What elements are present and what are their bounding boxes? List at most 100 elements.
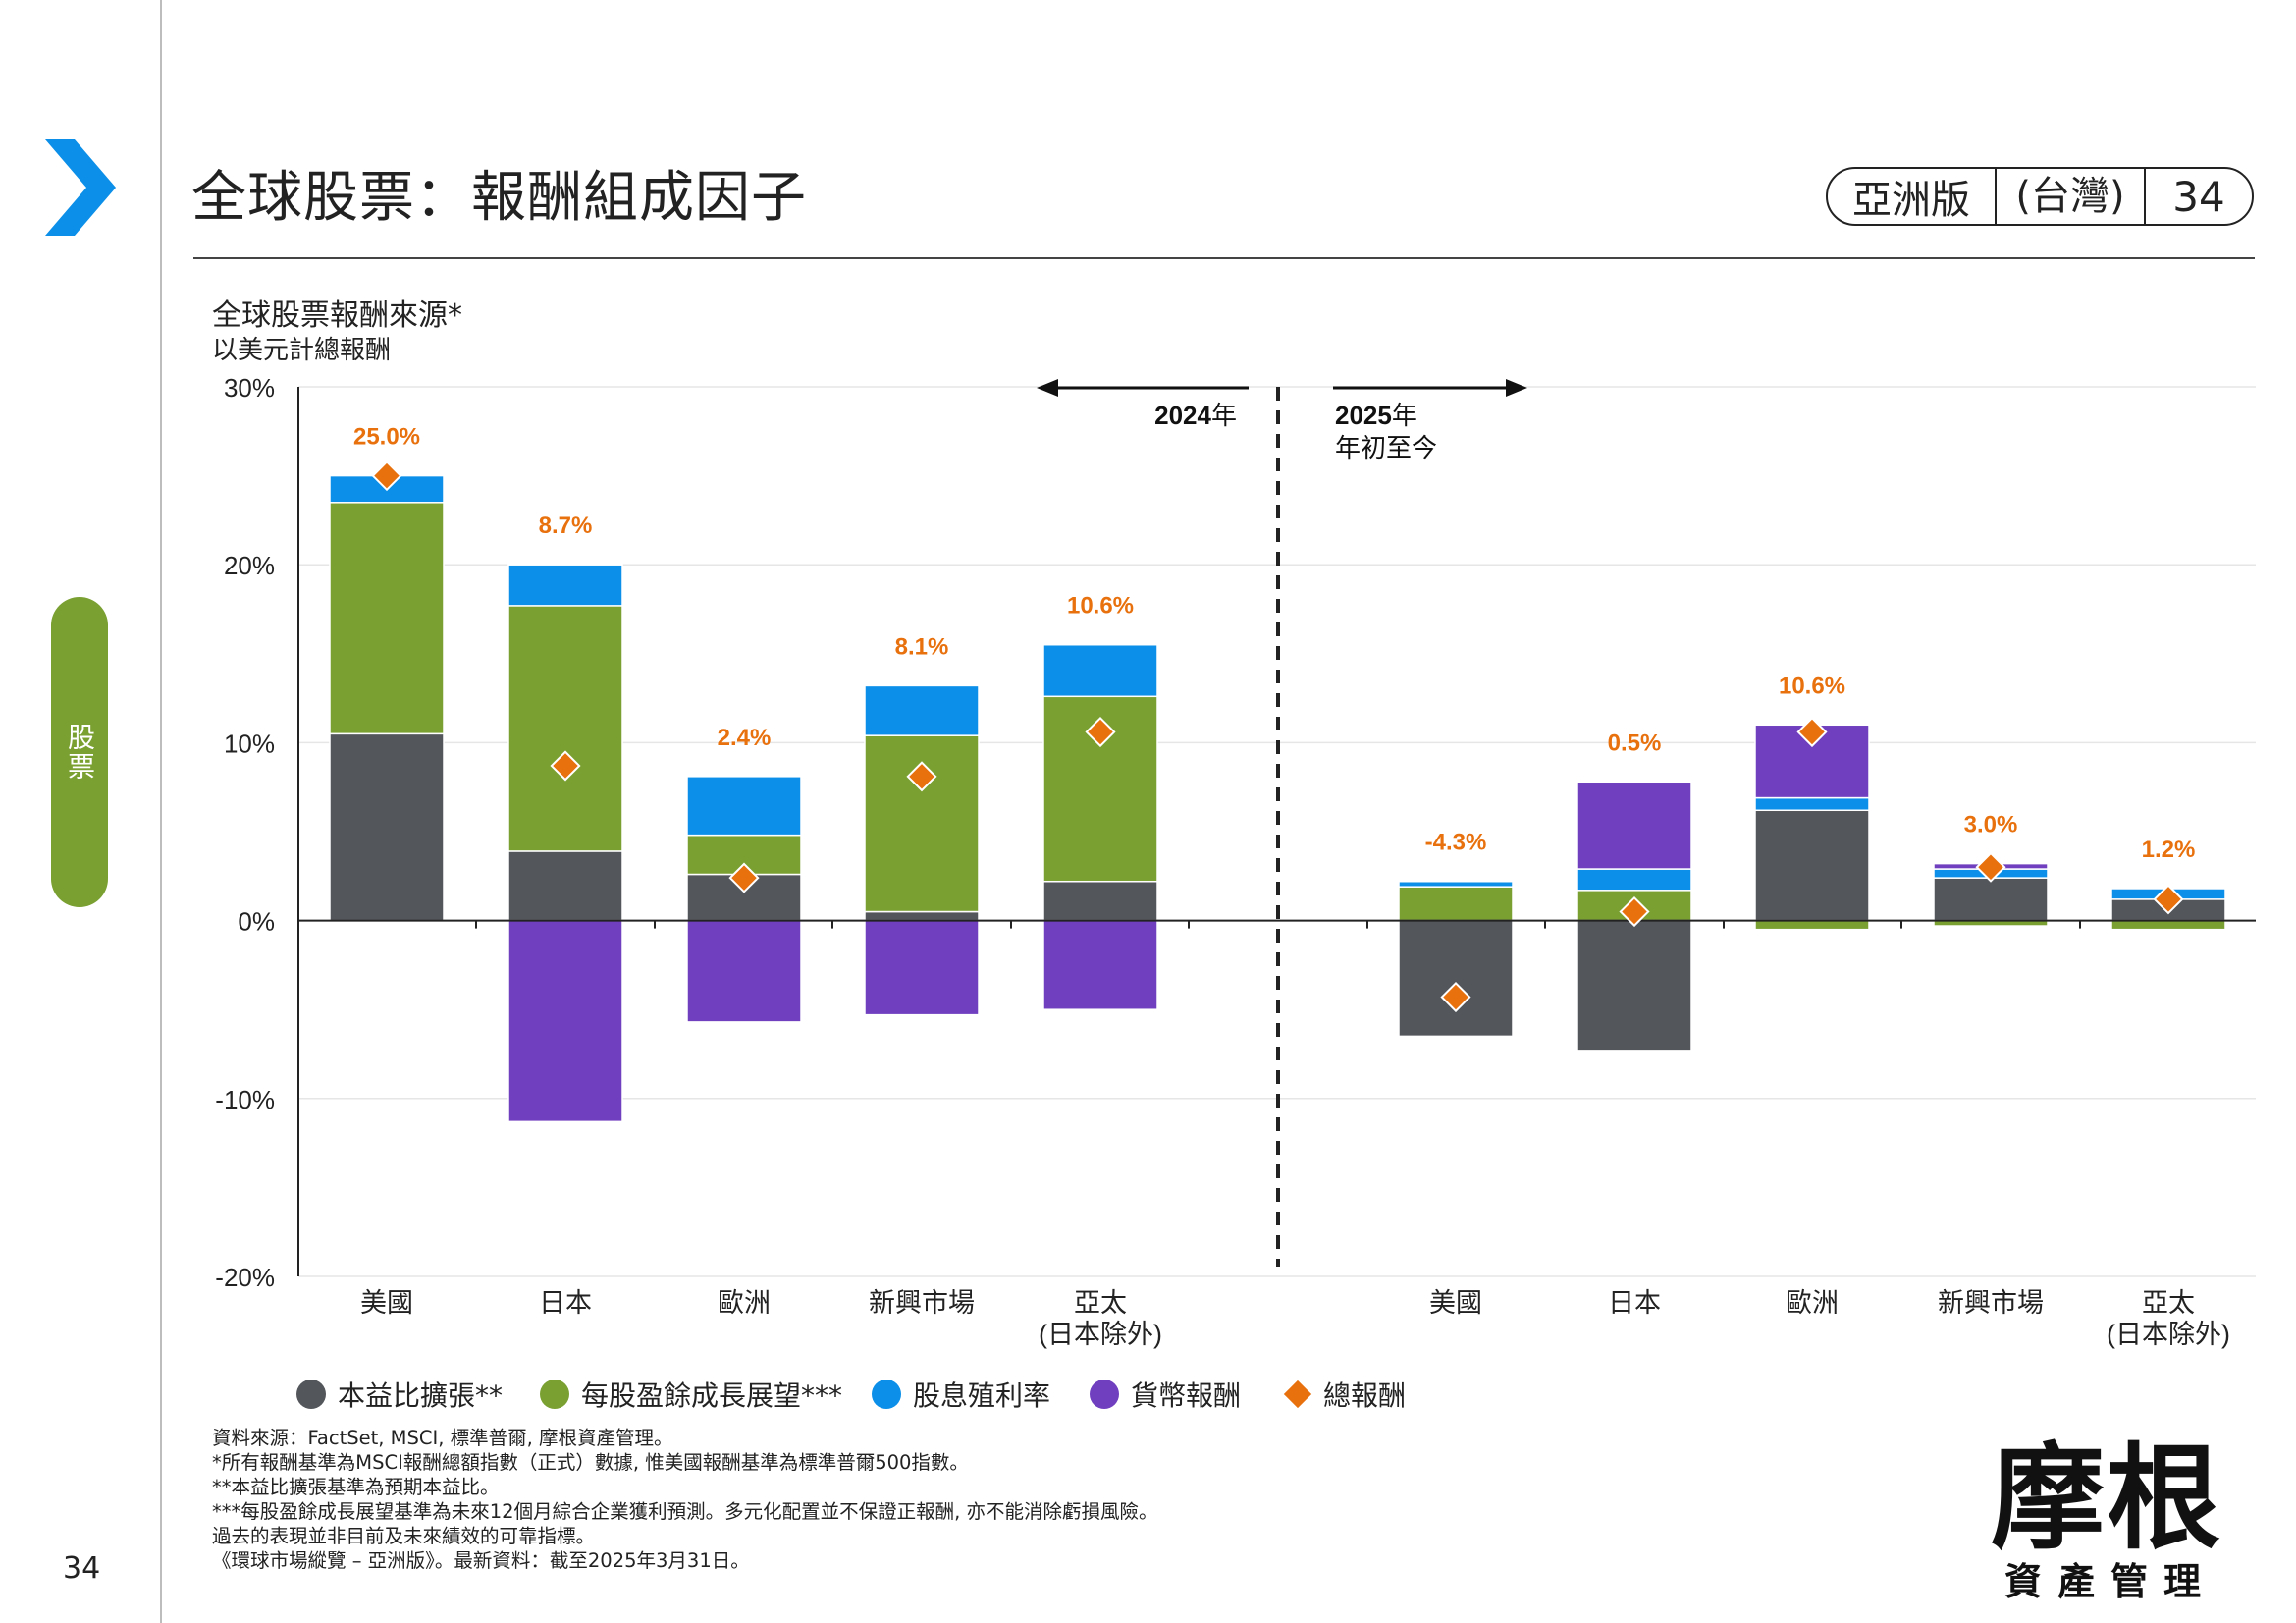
legend-label-dividend: 股息殖利率 (913, 1380, 1051, 1412)
edition-badge: 亞洲版 (台灣) 34 (1826, 167, 2254, 226)
section-tab[interactable]: 股票 (51, 597, 108, 907)
bar-segment (2110, 919, 2226, 931)
legend-swatch-dividend (872, 1380, 901, 1409)
chart-subtitle: 以美元計總報酬 (212, 336, 392, 365)
bar-segment (1398, 886, 1514, 922)
bar-segment (864, 910, 980, 922)
total-return-label: 0.5% (1608, 730, 1662, 756)
legend-label-currency: 貨幣報酬 (1131, 1380, 1242, 1412)
total-return-marker (1619, 895, 1650, 928)
bar-segment (686, 776, 802, 837)
period-sublabel-2025: 年初至今 (1335, 433, 1437, 462)
footnote-line: **本益比擴張基準為預期本益比。 (212, 1476, 500, 1498)
legend-item-eps: 每股盈餘成長展望*** (540, 1373, 842, 1416)
y-tick-label: -10% (215, 1085, 275, 1114)
x-category-label: 歐洲 (718, 1288, 771, 1318)
footnote-line: 資料來源：FactSet, MSCI, 標準普爾, 摩根資產管理。 (212, 1427, 673, 1449)
total-return-label: -4.3% (1425, 830, 1487, 856)
total-return-label: 25.0% (353, 424, 420, 451)
legend-item-currency: 貨幣報酬 (1090, 1373, 1241, 1416)
total-return-marker (1085, 716, 1116, 748)
bar-segment (1398, 919, 1514, 1038)
total-return-marker (728, 862, 760, 893)
total-return-label: 3.0% (1964, 812, 2018, 839)
y-tick-label: 30% (224, 373, 275, 403)
x-category-label: (日本除外) (2107, 1320, 2230, 1349)
legend-item-pe: 本益比擴張** (296, 1373, 503, 1416)
badge-region: (台灣) (1995, 169, 2146, 224)
bar-segment (1042, 880, 1158, 922)
period-arrow-2024-head (1037, 379, 1058, 397)
bar-segment (1398, 880, 1514, 888)
x-category-label: 美國 (360, 1288, 413, 1318)
section-tab-label: 股票 (64, 723, 96, 782)
footnote-line: *所有報酬基準為MSCI報酬總額指數（正式）數據, 惟美國報酬基準為標準普爾50… (212, 1451, 969, 1474)
bar-segment (1576, 919, 1692, 1052)
x-category-label: (日本除外) (1039, 1320, 1162, 1349)
legend-item-total: 總報酬 (1282, 1373, 1406, 1416)
total-return-marker (371, 460, 402, 492)
footnote-line: 過去的表現並非目前及未來績效的可靠指標。 (212, 1525, 596, 1547)
total-return-marker (906, 761, 937, 792)
badge-edition: 亞洲版 (1852, 178, 1970, 223)
x-category-label: 日本 (1608, 1288, 1661, 1318)
total-return-label: 8.1% (895, 633, 949, 660)
y-tick-label: 0% (238, 907, 275, 937)
bar-segment (329, 732, 445, 922)
y-tick-label: 20% (224, 551, 275, 580)
chart-title: 全球股票報酬來源* (212, 298, 462, 333)
total-return-marker (2153, 884, 2184, 915)
legend-swatch-total (1283, 1380, 1312, 1409)
x-category-label: 日本 (539, 1288, 592, 1318)
page-number: 34 (63, 1551, 101, 1586)
period-label-2025: 2025年 (1335, 401, 1417, 430)
x-category-label: 新興市場 (1938, 1288, 2044, 1318)
bar-segment (864, 919, 980, 1016)
bar-segment (329, 502, 445, 735)
brand-logo-subtitle: 資產管理 (2004, 1560, 2217, 1603)
bar-segment (1576, 868, 1692, 892)
legend-swatch-currency (1090, 1380, 1119, 1409)
x-category-label: 亞太 (2142, 1288, 2195, 1318)
side-divider (160, 0, 162, 1623)
bar-segment (507, 919, 623, 1123)
footnote-line: 《環球市場縱覽 – 亞洲版》。最新資料：截至2025年3月31日。 (212, 1549, 750, 1572)
bar-segment (1042, 919, 1158, 1010)
legend-item-dividend: 股息殖利率 (872, 1373, 1050, 1416)
total-return-label: 10.6% (1067, 593, 1134, 620)
footnote-line: ***每股盈餘成長展望基準為未來12個月綜合企業獲利預測。多元化配置並不保證正報… (212, 1500, 1158, 1523)
legend-label-eps: 每股盈餘成長展望*** (581, 1380, 843, 1412)
x-category-label: 新興市場 (869, 1288, 975, 1318)
total-return-label: 10.6% (1779, 673, 1845, 699)
legend-label-pe: 本益比擴張** (338, 1380, 504, 1412)
legend-swatch-pe (296, 1380, 326, 1409)
x-category-label: 歐洲 (1786, 1288, 1839, 1318)
bar-segment (507, 605, 623, 852)
bar-segment (507, 850, 623, 922)
bar-segment (1754, 796, 1870, 812)
chevron-right-icon (45, 139, 116, 236)
footnotes: 資料來源：FactSet, MSCI, 標準普爾, 摩根資產管理。 *所有報酬基… (212, 1426, 1157, 1573)
total-return-label: 8.7% (539, 513, 593, 539)
y-tick-label: 10% (224, 729, 275, 758)
y-tick-label: -20% (215, 1263, 275, 1292)
total-return-label: 1.2% (2142, 837, 2196, 863)
bar-segment (864, 684, 980, 736)
bar-segment (1754, 919, 1870, 931)
brand-logo: 摩根 (1991, 1432, 2222, 1565)
header-rule (193, 257, 2255, 259)
bar-segment (1933, 877, 2049, 922)
x-category-label: 美國 (1429, 1288, 1482, 1318)
page-title: 全球股票：報酬組成因子 (191, 166, 807, 230)
x-category-label: 亞太 (1074, 1288, 1127, 1318)
bar-segment (686, 919, 802, 1023)
legend-label-total: 總報酬 (1323, 1380, 1407, 1412)
total-return-marker (1440, 981, 1471, 1013)
badge-page: 34 (2172, 172, 2225, 221)
bar-segment (1754, 809, 1870, 922)
total-return-marker (550, 750, 581, 782)
period-arrow-2025-head (1506, 379, 1527, 397)
bar-segment (1576, 781, 1692, 870)
period-label-2024: 2024年 (1154, 401, 1237, 430)
